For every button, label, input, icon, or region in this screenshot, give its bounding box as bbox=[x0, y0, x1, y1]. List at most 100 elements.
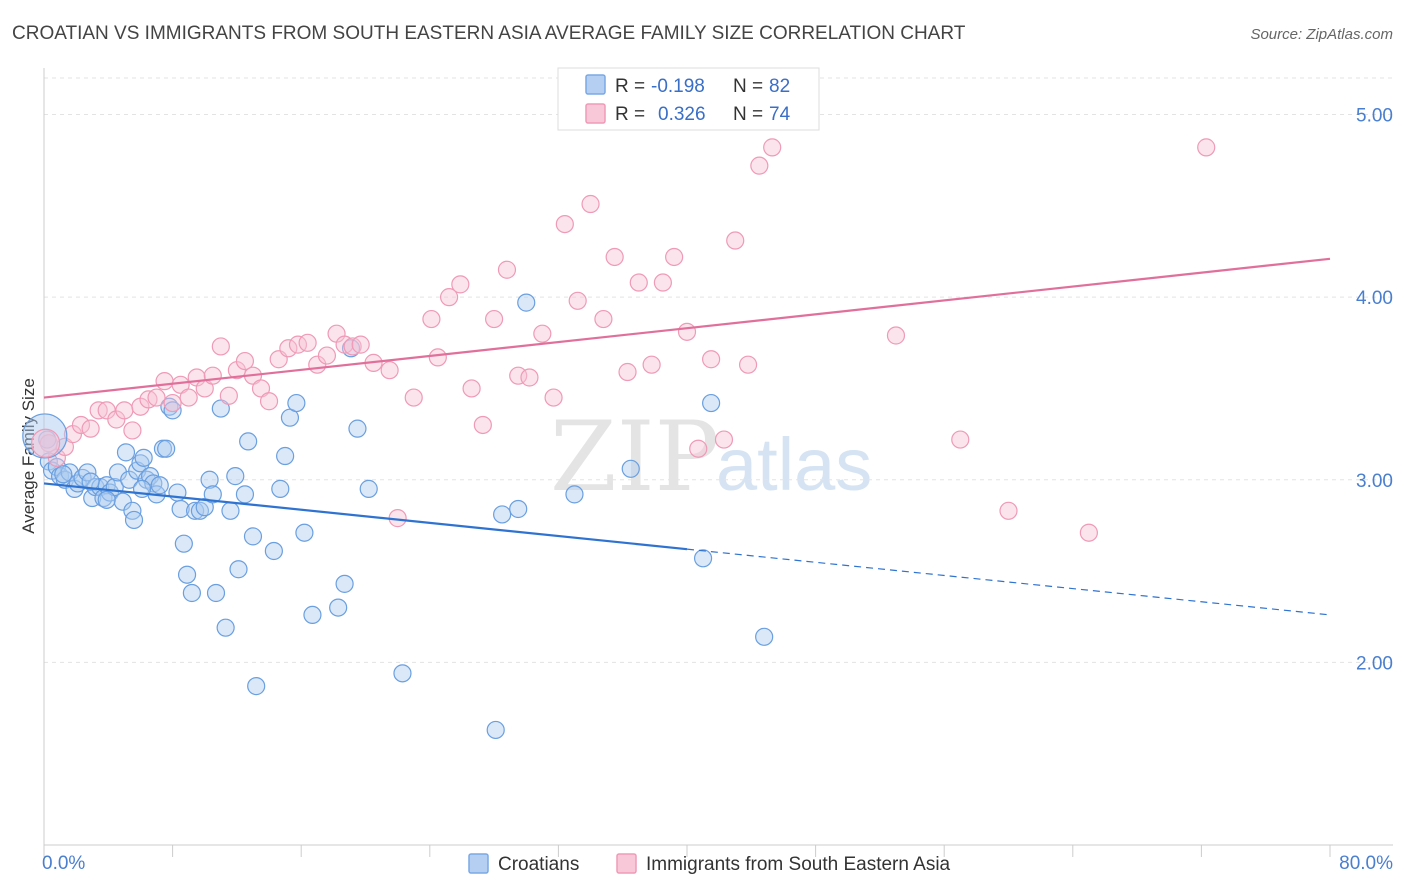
data-point bbox=[618, 362, 637, 382]
data-point bbox=[144, 474, 163, 493]
legend-r-label-1: R = bbox=[615, 76, 645, 97]
data-point bbox=[295, 523, 314, 542]
data-point bbox=[642, 355, 661, 374]
data-point bbox=[155, 372, 174, 391]
data-point bbox=[702, 350, 721, 369]
data-point bbox=[428, 348, 447, 367]
data-point bbox=[226, 467, 245, 486]
data-point bbox=[54, 465, 73, 484]
data-point bbox=[247, 677, 266, 696]
data-points bbox=[22, 138, 1216, 740]
data-point bbox=[359, 479, 378, 498]
stats-legend: R = -0.198 N = 82 R = 0.326 N = 74 bbox=[557, 67, 820, 131]
data-point bbox=[147, 388, 166, 407]
legend-n-label-1: N = bbox=[733, 76, 763, 97]
legend-swatch-croatians bbox=[585, 74, 606, 95]
data-point bbox=[509, 366, 528, 385]
data-point bbox=[298, 333, 317, 352]
data-point bbox=[150, 476, 169, 495]
series-legend-croatians: Croatians bbox=[498, 854, 579, 875]
data-point bbox=[239, 432, 258, 451]
legend-r-value-2: 0.326 bbox=[658, 104, 706, 125]
data-point bbox=[251, 379, 271, 398]
series-legend-immigrants: Immigrants from South Eastern Asia bbox=[646, 854, 951, 875]
data-point bbox=[221, 501, 240, 520]
data-point bbox=[287, 393, 306, 413]
data-point bbox=[621, 459, 640, 478]
data-point bbox=[123, 421, 142, 440]
data-point bbox=[163, 393, 182, 413]
data-point bbox=[182, 583, 201, 603]
data-point bbox=[243, 527, 263, 546]
data-point bbox=[71, 415, 91, 435]
x-max-label: 80.0% bbox=[1339, 853, 1393, 874]
data-point-large bbox=[31, 428, 61, 458]
trend-line-0 bbox=[43, 482, 688, 551]
series-legend-swatch-croatians bbox=[468, 853, 489, 874]
legend-r-label-2: R = bbox=[615, 104, 645, 125]
legend-n-value-2: 74 bbox=[769, 104, 791, 125]
x-min-label: 0.0% bbox=[42, 853, 85, 874]
trend-line-extension-0 bbox=[686, 548, 1331, 616]
watermark-atlas: atlas bbox=[716, 423, 872, 506]
data-point bbox=[235, 351, 255, 371]
chart-title: CROATIAN VS IMMIGRANTS FROM SOUTH EASTER… bbox=[12, 23, 966, 44]
data-point bbox=[211, 337, 230, 356]
data-point bbox=[565, 485, 584, 504]
data-point bbox=[134, 448, 153, 467]
y-tick-label: 3.00 bbox=[1356, 471, 1393, 492]
watermark: ZIP atlas bbox=[550, 401, 872, 513]
data-point bbox=[485, 309, 504, 329]
data-point bbox=[755, 627, 774, 646]
data-point bbox=[693, 549, 713, 568]
trend-lines bbox=[43, 257, 1331, 616]
data-point bbox=[81, 472, 100, 491]
data-point bbox=[677, 322, 697, 341]
data-point bbox=[123, 501, 142, 520]
data-point bbox=[380, 361, 399, 380]
data-point bbox=[555, 214, 574, 234]
data-point bbox=[486, 720, 505, 740]
data-point bbox=[605, 247, 624, 267]
data-point bbox=[999, 501, 1018, 520]
data-point bbox=[750, 156, 769, 175]
data-point bbox=[886, 326, 906, 345]
data-point bbox=[351, 335, 370, 354]
data-point bbox=[473, 415, 492, 435]
data-point bbox=[520, 368, 539, 387]
data-point bbox=[216, 618, 235, 637]
data-point bbox=[271, 479, 290, 498]
data-point bbox=[462, 379, 481, 398]
trend-line-1 bbox=[43, 257, 1331, 399]
y-tick-label: 2.00 bbox=[1356, 653, 1393, 674]
data-point bbox=[653, 273, 672, 292]
data-point bbox=[81, 419, 100, 438]
data-point bbox=[115, 401, 134, 420]
data-point bbox=[422, 309, 441, 329]
data-point bbox=[689, 439, 708, 458]
y-tick-labels: 2.00 3.00 4.00 5.00 bbox=[1356, 106, 1393, 675]
data-point bbox=[157, 439, 176, 458]
data-point bbox=[738, 355, 758, 374]
data-point bbox=[203, 485, 222, 504]
data-point bbox=[195, 498, 214, 517]
data-point bbox=[264, 541, 283, 561]
series-legend: Croatians Immigrants from South Eastern … bbox=[468, 853, 951, 875]
data-point bbox=[317, 346, 337, 365]
data-point bbox=[497, 260, 517, 279]
data-point bbox=[211, 399, 230, 418]
data-point bbox=[335, 574, 354, 593]
data-point bbox=[544, 388, 563, 407]
data-point bbox=[97, 490, 116, 509]
data-point bbox=[629, 273, 648, 292]
data-point bbox=[581, 194, 600, 214]
data-point bbox=[171, 499, 190, 519]
data-point bbox=[393, 664, 412, 683]
data-point bbox=[517, 293, 536, 312]
data-point bbox=[702, 393, 721, 413]
data-point bbox=[97, 401, 116, 420]
data-point bbox=[186, 501, 205, 520]
data-point bbox=[348, 419, 367, 438]
data-point bbox=[206, 583, 226, 603]
